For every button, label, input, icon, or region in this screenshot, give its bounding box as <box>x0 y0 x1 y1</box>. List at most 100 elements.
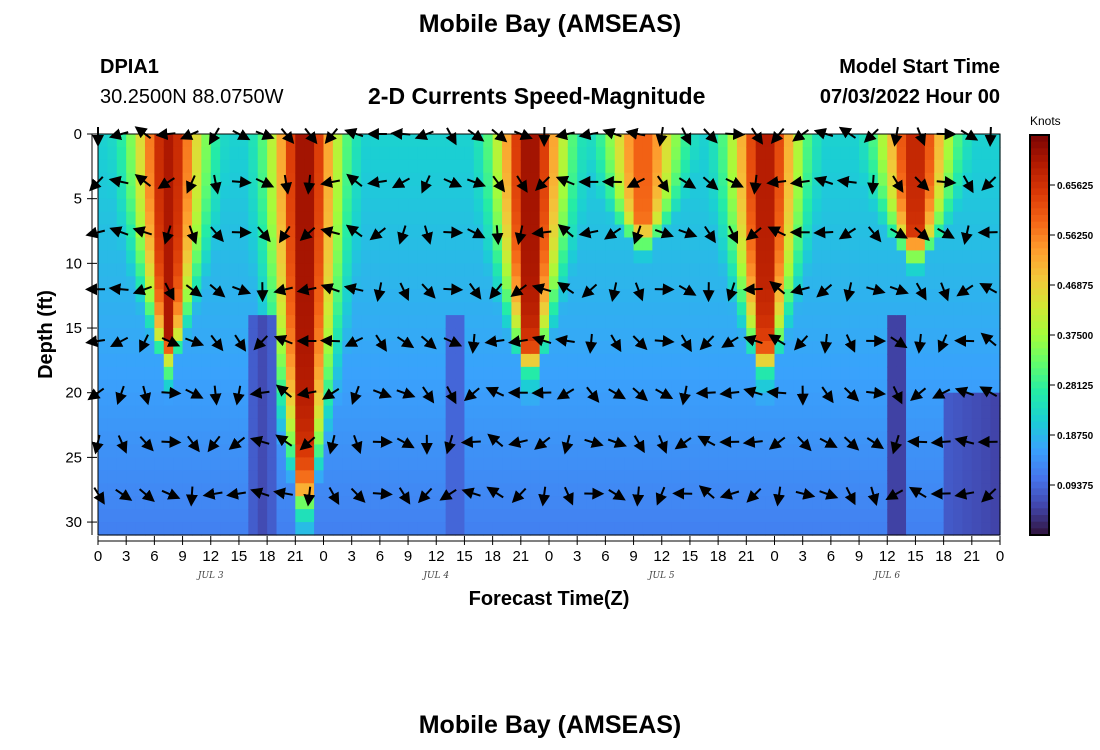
heatmap-cell <box>859 353 870 368</box>
heatmap-cell <box>577 444 588 458</box>
heatmap-cell <box>445 418 456 433</box>
heatmap-cell <box>821 224 832 239</box>
heatmap-cell <box>821 379 832 394</box>
heatmap-cell <box>389 496 400 510</box>
current-vector <box>187 435 200 453</box>
heatmap-cell <box>351 146 362 161</box>
heatmap-cell <box>530 405 541 420</box>
heatmap-cell <box>238 185 249 200</box>
heatmap-cell <box>934 146 945 161</box>
heatmap-cell <box>408 289 419 303</box>
heatmap-cell <box>577 379 588 394</box>
heatmap-cell <box>727 276 738 290</box>
heatmap-cell <box>351 237 362 252</box>
heatmap-cell <box>934 134 945 148</box>
heatmap-cell <box>408 198 419 213</box>
heatmap-cell <box>981 457 992 471</box>
heatmap-cell <box>445 211 456 226</box>
heatmap-cell <box>323 483 334 497</box>
heatmap-cell <box>483 134 494 148</box>
current-vector <box>210 334 224 352</box>
heatmap-cell <box>464 328 475 342</box>
heatmap-cell <box>915 185 926 200</box>
heatmap-cell <box>718 315 729 329</box>
heatmap-cell <box>624 134 635 148</box>
current-vectors <box>85 126 998 507</box>
heatmap-cell <box>642 392 653 407</box>
heatmap-cell <box>116 496 127 510</box>
heatmap-cell <box>295 522 306 536</box>
heatmap-cell <box>671 353 682 368</box>
heatmap-cell <box>182 198 193 213</box>
heatmap-cell <box>887 211 898 226</box>
heatmap-cell <box>887 146 898 161</box>
heatmap-cell <box>267 276 278 290</box>
heatmap-cell <box>464 224 475 239</box>
colorbar-segment <box>1030 195 1049 203</box>
heatmap-cell <box>285 172 296 187</box>
heatmap-cell <box>473 276 484 290</box>
heatmap-cell <box>126 457 137 471</box>
heatmap-cell <box>915 353 926 368</box>
current-vector <box>514 225 527 246</box>
heatmap-cell <box>708 340 719 355</box>
heatmap-cell <box>520 457 531 471</box>
heatmap-cell <box>98 457 108 471</box>
heatmap-cell <box>511 457 522 471</box>
current-vector <box>228 436 246 450</box>
heatmap-cell <box>718 457 729 471</box>
heatmap-cell <box>962 522 973 536</box>
current-vector <box>654 335 675 348</box>
heatmap-cell <box>774 302 785 316</box>
heatmap-cell <box>191 366 202 381</box>
heatmap-cell <box>661 457 672 471</box>
heatmap-cell <box>285 211 296 226</box>
heatmap-cell <box>154 418 165 433</box>
heatmap-cell <box>379 159 390 174</box>
heatmap-cell <box>539 250 550 264</box>
heatmap-cell <box>859 289 870 303</box>
heatmap-cell <box>558 328 569 342</box>
heatmap-cell <box>549 302 559 316</box>
heatmap-cell <box>793 379 804 394</box>
heatmap-cell <box>285 392 296 407</box>
heatmap-cell <box>652 172 663 187</box>
heatmap-cell <box>473 302 484 316</box>
heatmap-cell <box>924 392 935 407</box>
heatmap-cell <box>436 366 447 381</box>
heatmap-cell <box>708 470 719 484</box>
heatmap-cell <box>943 185 954 200</box>
heatmap-cell <box>840 172 851 187</box>
heatmap-cell <box>906 198 917 213</box>
heatmap-cell <box>408 172 419 187</box>
heatmap-cell <box>906 444 917 458</box>
current-vector <box>793 335 809 351</box>
heatmap-cell <box>332 392 343 407</box>
x-tick-label: 15 <box>231 548 248 565</box>
heatmap-cell <box>135 457 146 471</box>
heatmap-cell <box>642 470 653 484</box>
heatmap-cell <box>953 302 964 316</box>
heatmap-cell <box>595 276 606 290</box>
heatmap-cell <box>426 522 437 536</box>
heatmap-cell <box>304 340 315 355</box>
heatmap-cell <box>624 159 635 174</box>
heatmap-cell <box>962 250 973 264</box>
heatmap-cell <box>276 276 287 290</box>
heatmap-cell <box>990 457 1001 471</box>
current-vector <box>554 334 575 347</box>
heatmap-cell <box>558 379 569 394</box>
heatmap-cell <box>642 185 653 200</box>
heatmap-cell <box>248 470 259 484</box>
heatmap-cell <box>558 340 569 355</box>
heatmap-cell <box>229 250 240 264</box>
heatmap-cell <box>267 496 278 510</box>
heatmap-cell <box>379 263 390 277</box>
heatmap-cell <box>971 289 982 303</box>
heatmap-cell <box>398 405 409 420</box>
heatmap-cell <box>455 328 466 342</box>
heatmap-cell <box>624 328 635 342</box>
heatmap-cell <box>915 522 926 536</box>
heatmap-cell <box>633 263 644 277</box>
heatmap-cell <box>163 405 174 420</box>
